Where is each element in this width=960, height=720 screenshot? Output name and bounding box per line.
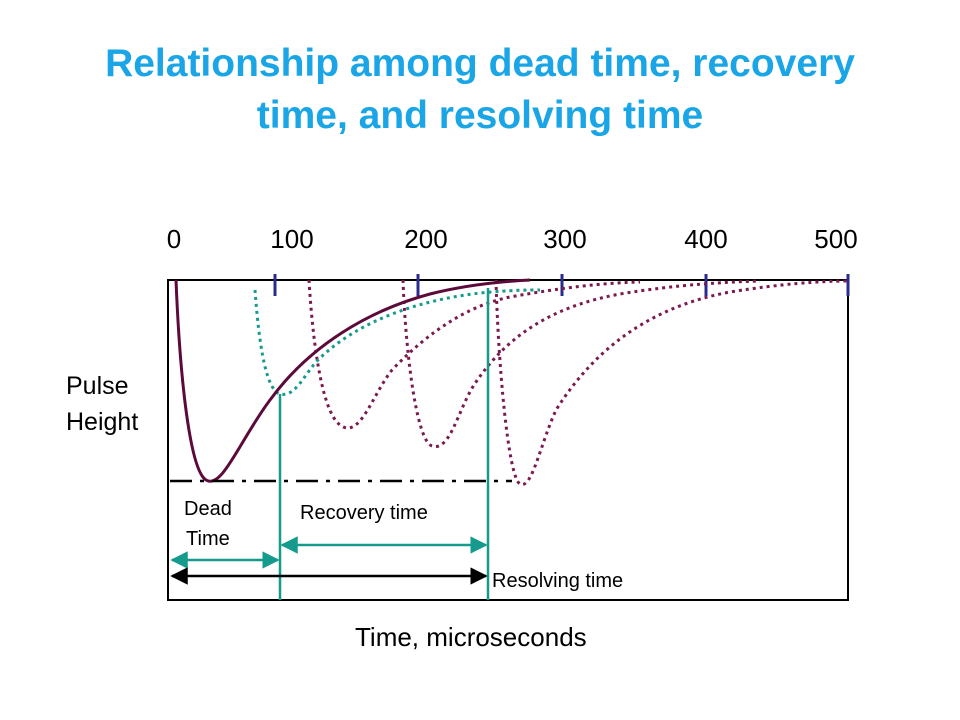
dead-time-label-line-1: Dead bbox=[184, 498, 232, 520]
teal-dotted-pulse bbox=[253, 288, 541, 396]
dotted-pulse-4 bbox=[494, 279, 849, 486]
tick-label-300: 300 bbox=[543, 224, 587, 254]
tick-label-400: 400 bbox=[684, 224, 728, 254]
y-axis-label-line-2: Height bbox=[66, 408, 139, 436]
dotted-pulse-3 bbox=[401, 279, 761, 448]
tick-marks bbox=[273, 274, 850, 296]
title-line-1: Relationship among dead time, recovery bbox=[105, 42, 855, 85]
x-axis-label: Time, microseconds bbox=[355, 622, 587, 652]
tick-label-100: 100 bbox=[270, 224, 314, 254]
dead-time-label-line-2: Time bbox=[186, 528, 230, 550]
title-line-2: time, and resolving time bbox=[256, 94, 704, 137]
main-pulse-curve bbox=[174, 278, 531, 483]
tick-label-500: 500 bbox=[814, 224, 858, 254]
tick-label-200: 200 bbox=[404, 224, 448, 254]
page-title: Relationship among dead time, recovery t… bbox=[0, 38, 960, 142]
dotted-pulse-2 bbox=[307, 279, 641, 430]
plot-frame bbox=[167, 279, 849, 601]
resolving-time-label: Resolving time bbox=[492, 570, 624, 592]
y-axis-label-line-1: Pulse bbox=[66, 372, 129, 400]
tick-label-0: 0 bbox=[166, 224, 182, 254]
y-axis-label: Pulse Height bbox=[66, 368, 138, 440]
recovery-time-label: Recovery time bbox=[300, 502, 428, 524]
dead-time-label: Dead Time bbox=[184, 494, 232, 554]
